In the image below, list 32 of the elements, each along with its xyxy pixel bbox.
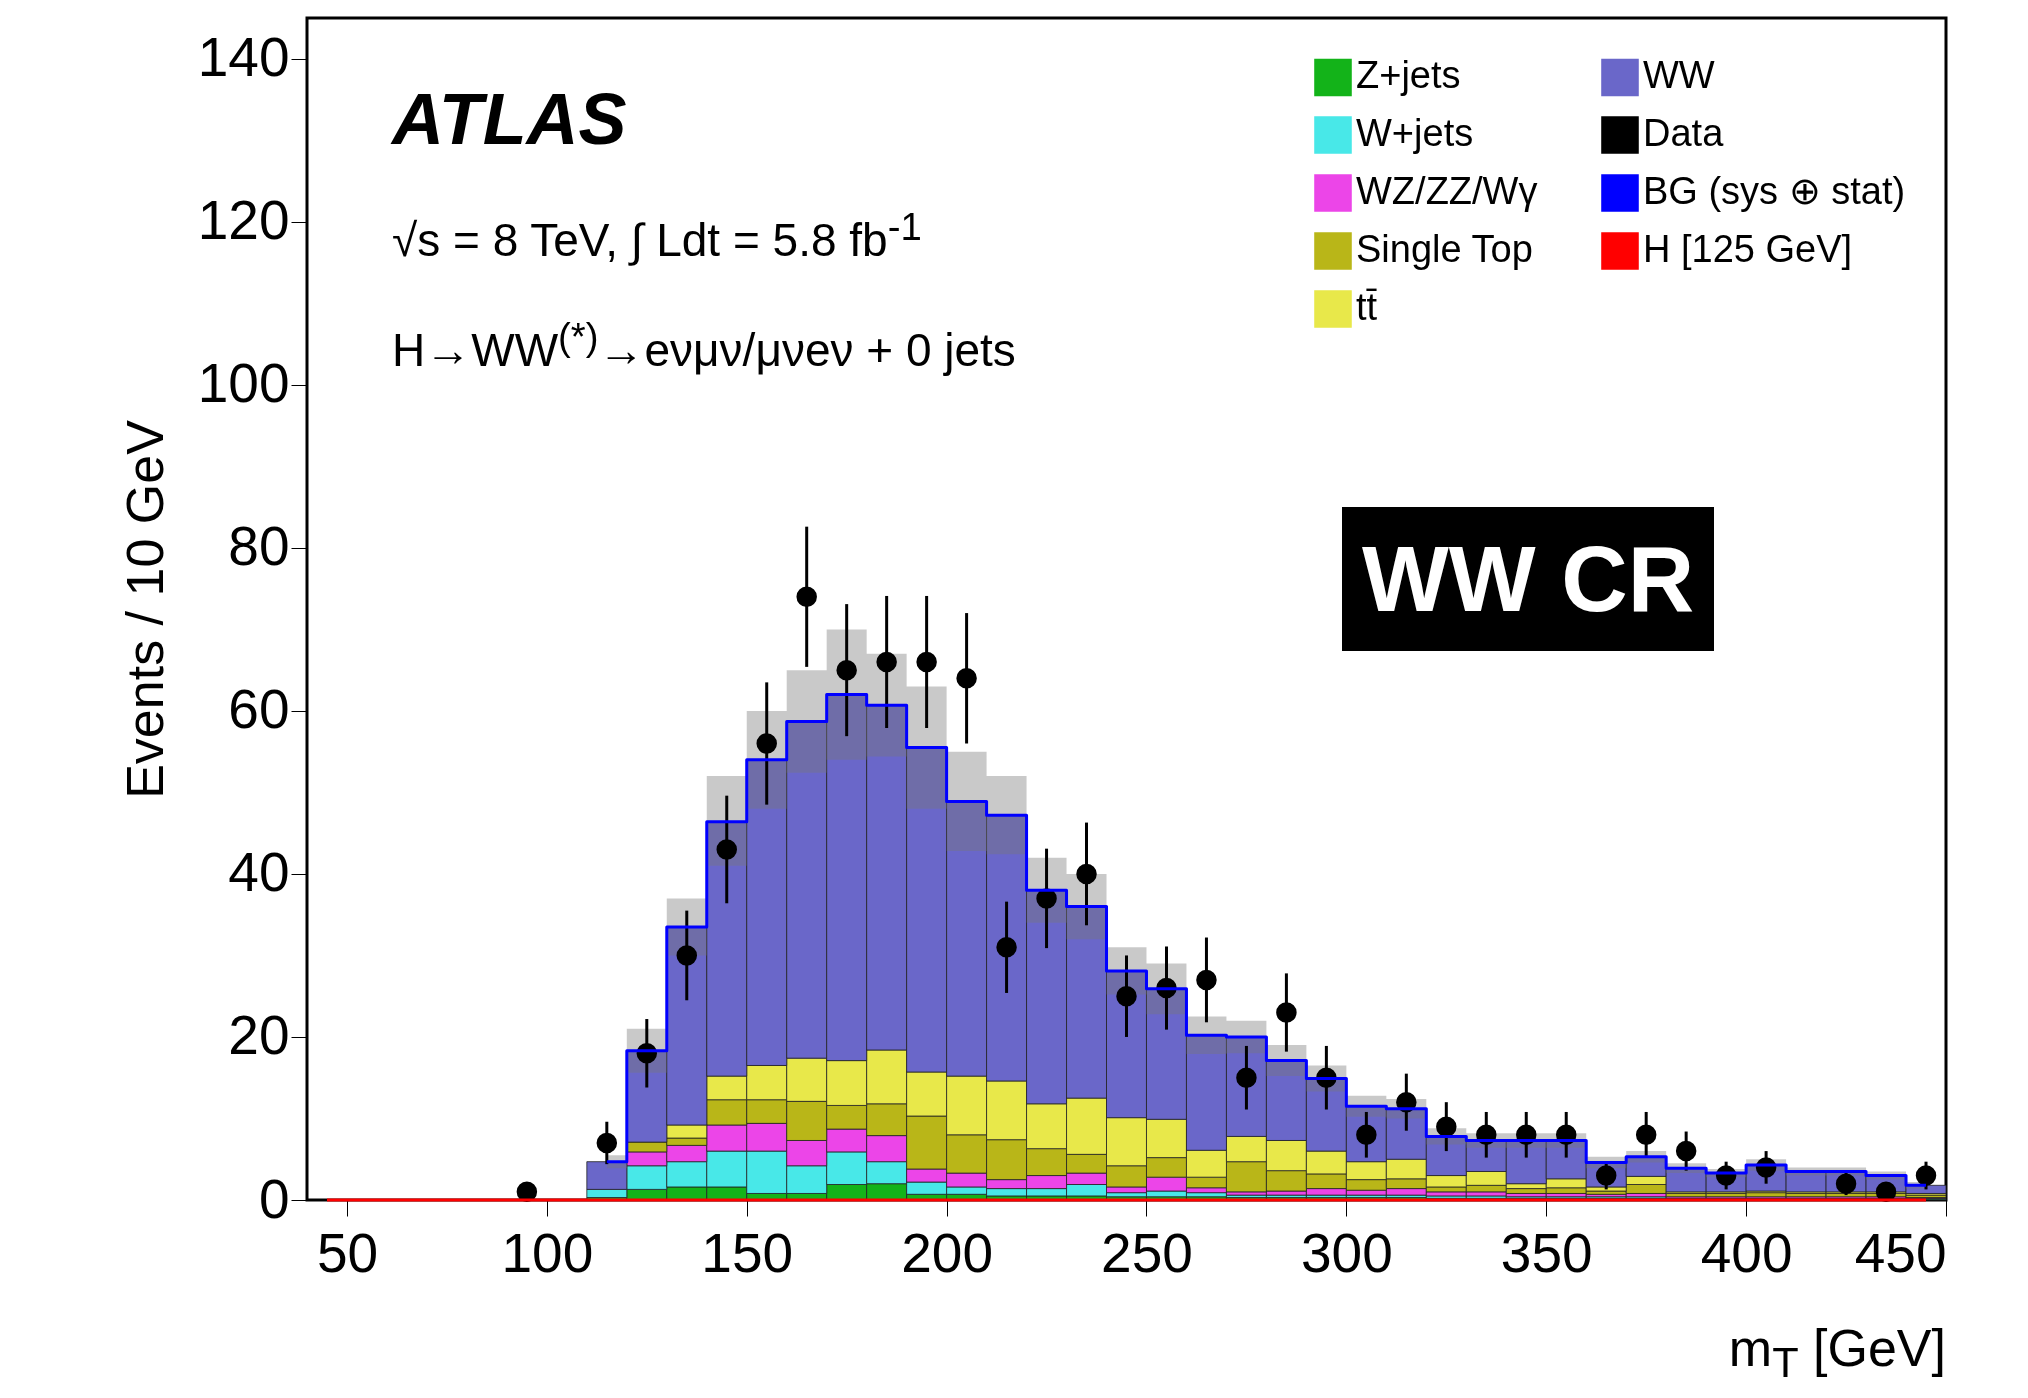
- legend-label: H [125 GeV]: [1643, 228, 1853, 270]
- x-tick-label: 300: [1300, 1221, 1393, 1284]
- legend-label: W+jets: [1356, 112, 1474, 154]
- legend-label: BG (sys ⊕ stat): [1643, 170, 1906, 212]
- legend-label: tt̄: [1356, 286, 1378, 328]
- annotation: WW CR: [1342, 507, 1715, 651]
- legend-label: Z+jets: [1356, 54, 1461, 97]
- y-tick-label: 60: [228, 678, 290, 741]
- y-tick-label: 0: [258, 1167, 290, 1230]
- x-tick-label: 350: [1500, 1221, 1593, 1284]
- legend-label: Single Top: [1356, 228, 1533, 270]
- x-tick-label: 50: [316, 1221, 379, 1284]
- annotation: √s = 8 TeV, ∫ Ldt = 5.8 fb$^{-1}$: [392, 205, 922, 268]
- y-tick-label: 100: [197, 352, 290, 415]
- x-tick-label: 200: [901, 1221, 993, 1284]
- x-tick-label: 100: [501, 1221, 594, 1284]
- legend-label: Data: [1643, 112, 1725, 154]
- y-tick-label: 120: [197, 189, 290, 252]
- x-tick-label: 150: [701, 1221, 794, 1284]
- y-tick-label: 40: [228, 841, 290, 904]
- annotation: H→WW$^{(*)}$→eνμν/μνeν + 0 jets: [392, 315, 1016, 378]
- y-tick-label: 80: [228, 515, 290, 578]
- y-tick-label: 140: [197, 26, 290, 89]
- x-tick-label: 250: [1101, 1221, 1193, 1284]
- annotation: ATLAS: [392, 78, 627, 160]
- y-axis-title: Events / 10 GeV: [115, 419, 174, 799]
- x-axis-title: m$_{T}$ [GeV]: [1728, 1318, 1946, 1388]
- x-tick-label: 400: [1700, 1221, 1793, 1284]
- legend-label: WW: [1643, 54, 1715, 97]
- y-tick-label: 20: [228, 1004, 290, 1067]
- x-tick-label: 450: [1854, 1221, 1947, 1284]
- legend-label: WZ/ZZ/Wγ: [1356, 170, 1538, 212]
